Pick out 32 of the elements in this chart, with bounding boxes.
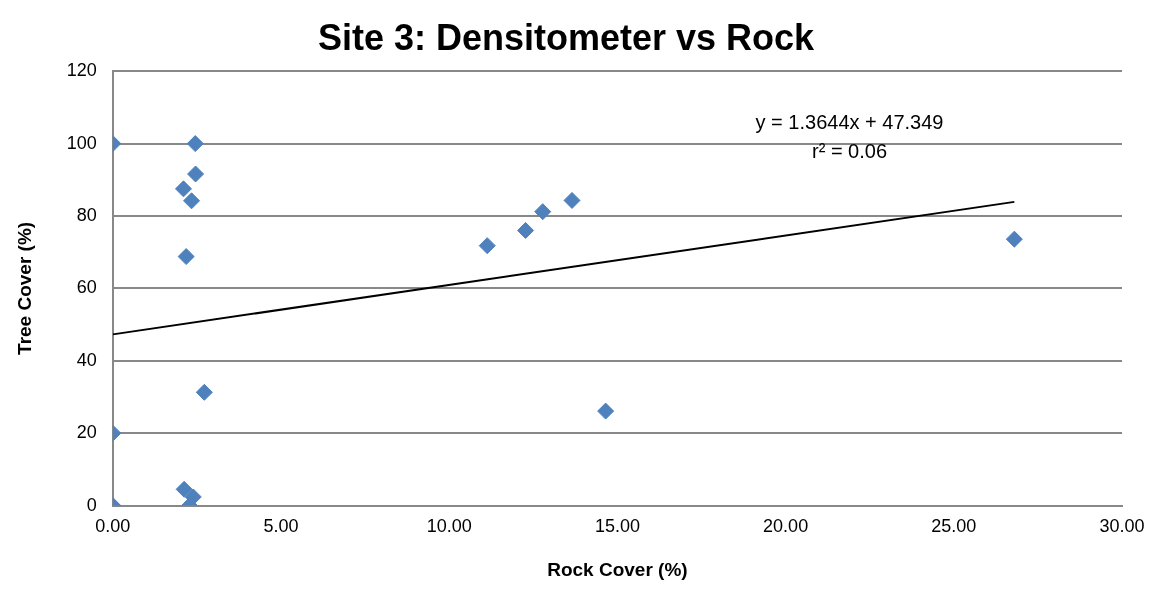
point	[174, 180, 192, 198]
y-tick-label: 80	[76, 204, 97, 225]
point	[195, 383, 213, 401]
point	[478, 237, 496, 255]
y-tick-label: 60	[76, 277, 97, 298]
x-tick-label: 0.00	[95, 516, 131, 537]
point	[517, 221, 535, 239]
y-tick-label: 0	[86, 494, 97, 515]
point	[534, 203, 552, 221]
y-tick-label: 120	[66, 60, 97, 81]
point	[1005, 230, 1023, 248]
x-axis-title: Rock Cover (%)	[547, 558, 688, 580]
x-tick-label: 10.00	[426, 516, 472, 537]
point	[597, 402, 615, 420]
x-tick-label: 15.00	[594, 516, 640, 537]
point	[175, 480, 193, 498]
chart-title: Site 3: Densitometer vs Rock	[317, 16, 816, 58]
y-tick-label: 100	[66, 132, 97, 153]
y-tick-label: 20	[76, 422, 97, 443]
point	[186, 135, 204, 153]
y-tick-label: 40	[76, 349, 97, 370]
annotation: y = 1.3644x + 47.349	[755, 110, 944, 133]
y-axis-title: Tree Cover (%)	[13, 221, 35, 355]
point	[183, 192, 201, 210]
x-tick-label: 5.00	[263, 516, 299, 537]
x-tick-label: 25.00	[931, 516, 977, 537]
point	[177, 248, 195, 266]
x-tick-label: 20.00	[763, 516, 809, 537]
point	[187, 165, 205, 183]
point	[563, 191, 581, 209]
annotation: r² = 0.06	[812, 139, 888, 162]
x-tick-label: 30.00	[1099, 516, 1145, 537]
